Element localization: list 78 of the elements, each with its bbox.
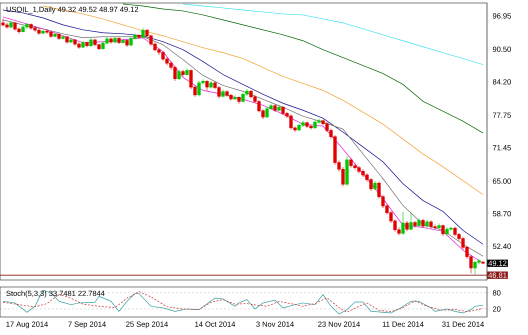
candlestick (61, 35, 65, 40)
candlestick (297, 123, 301, 132)
candlestick (441, 224, 445, 236)
candlestick (197, 80, 201, 97)
candlestick (85, 41, 89, 48)
candlestick (101, 41, 105, 50)
candlestick (445, 226, 449, 236)
candlestick (405, 220, 409, 232)
candlestick (249, 90, 253, 99)
candlestick (281, 106, 285, 116)
candlestick (81, 40, 85, 49)
candlestick (21, 25, 25, 33)
candlestick (125, 39, 129, 47)
candlestick (177, 69, 181, 81)
candlestick (33, 26, 37, 32)
candlestick (73, 38, 77, 46)
candlestick (37, 28, 41, 36)
candlestick (289, 114, 293, 130)
candlestick (437, 223, 441, 230)
candlestick (117, 37, 121, 44)
candlestick (301, 120, 305, 128)
candlestick (13, 22, 17, 31)
candlestick (69, 38, 73, 44)
candlestick (273, 104, 277, 112)
candlestick (5, 22, 9, 29)
candlestick (417, 218, 421, 228)
candlestick (345, 156, 349, 186)
candlestick (481, 260, 485, 264)
candlestick (1, 18, 5, 27)
candlestick (225, 90, 229, 98)
candlestick (349, 158, 353, 168)
candlestick (233, 94, 237, 100)
candlestick (97, 43, 101, 51)
candlestick (369, 178, 373, 192)
candlestick (357, 166, 361, 174)
candlestick (237, 96, 241, 104)
candlestick (401, 211, 405, 236)
candlestick (229, 93, 233, 101)
candlestick (361, 168, 365, 178)
candlestick (241, 92, 245, 103)
candlestick (313, 120, 317, 130)
candlestick (181, 70, 185, 77)
candlestick (109, 38, 113, 44)
candlestick (25, 22, 29, 29)
candlestick (121, 38, 125, 44)
candlestick (185, 68, 189, 76)
candlestick (49, 30, 53, 38)
candlestick (53, 32, 57, 38)
candlestick (421, 218, 425, 228)
candlestick (433, 224, 437, 230)
candlestick (453, 226, 457, 237)
candlestick (89, 38, 93, 47)
candlestick (217, 86, 221, 99)
candlestick (29, 23, 33, 30)
candlestick (425, 220, 429, 228)
candlestick (41, 29, 45, 35)
candlestick (409, 212, 413, 231)
candlestick (141, 28, 145, 39)
candlestick (429, 220, 433, 230)
candlestick (209, 80, 213, 89)
candlestick (45, 28, 49, 34)
candlestick (265, 106, 269, 118)
candlestick (221, 89, 225, 98)
candlestick (9, 21, 13, 28)
candlestick (77, 42, 81, 50)
candlestick (113, 36, 117, 44)
candlestick (277, 104, 281, 112)
candlestick (309, 124, 313, 130)
candlestick (93, 38, 97, 46)
candlestick (473, 260, 477, 275)
candlestick (65, 36, 69, 44)
candlestick (129, 36, 133, 46)
candlestick (373, 180, 377, 191)
candlestick (137, 34, 141, 40)
candlestick (57, 32, 61, 40)
candlestick (205, 80, 209, 91)
candlestick (413, 220, 417, 228)
candlestick (305, 121, 309, 128)
